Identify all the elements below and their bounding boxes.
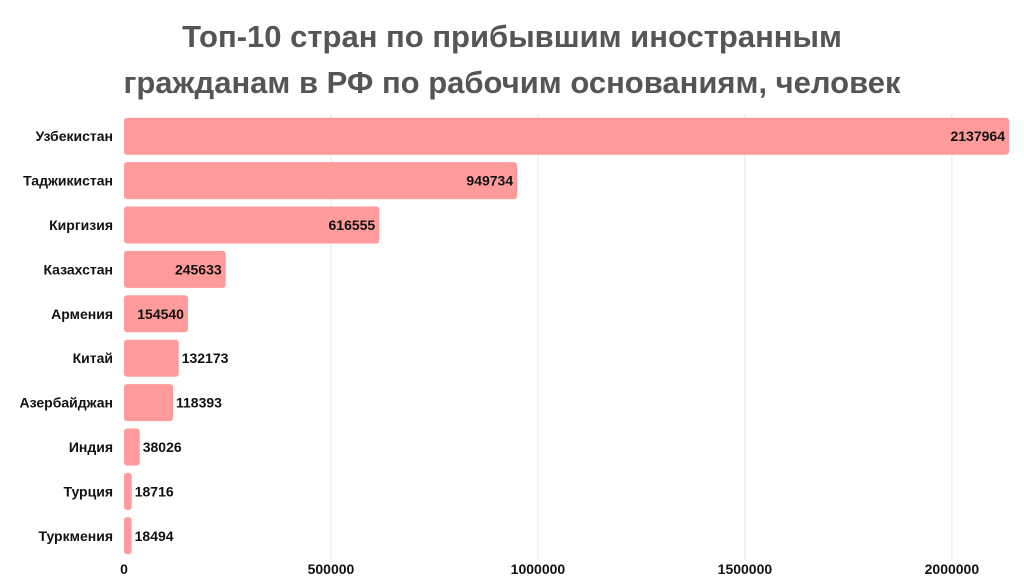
chart-title: Топ-10 стран по прибывшим иностранным гр…: [0, 14, 1024, 106]
category-label: Киргизия: [49, 217, 113, 233]
category-labels: Узбекистан Таджикистан Киргизия Казахстан Ар…: [20, 128, 114, 544]
data-label: 154540: [137, 306, 184, 322]
chart-title-line-2: гражданам в РФ по рабочим основаниям, че…: [123, 65, 901, 100]
data-label: 18494: [135, 528, 174, 544]
category-label: Таджикистан: [23, 173, 113, 189]
data-label: 616555: [329, 217, 376, 233]
data-label: 18716: [135, 483, 174, 499]
category-label: Узбекистан: [35, 128, 113, 144]
data-label: 118393: [176, 395, 222, 411]
bar: [124, 250, 226, 288]
category-label: Туркмения: [38, 528, 113, 544]
x-tick-label: 0: [120, 561, 128, 576]
bar: [124, 117, 1009, 155]
bar: [124, 472, 132, 510]
bar: [124, 206, 380, 244]
data-label: 38026: [143, 439, 182, 455]
category-label: Казахстан: [43, 261, 113, 277]
bar: [124, 517, 132, 555]
data-labels: 2137964 949734 616555 245633 154540 132173 118…: [135, 128, 1006, 544]
chart-title-line-1: Топ-10 стран по прибывшим иностранным: [182, 19, 842, 54]
x-axis-tick-labels: 0 500000 1000000 1500000 2000000: [120, 561, 979, 576]
x-tick-label: 1000000: [511, 561, 566, 576]
bar: [124, 384, 174, 422]
bars: [124, 117, 1009, 555]
bar: [124, 339, 179, 377]
bar: [124, 428, 140, 466]
bar: [124, 162, 518, 200]
x-tick-label: 1500000: [718, 561, 773, 576]
bar: [124, 295, 188, 333]
data-label: 245633: [175, 261, 222, 277]
data-label: 132173: [182, 350, 229, 366]
category-label: Турция: [63, 483, 113, 499]
category-label: Индия: [69, 439, 113, 455]
category-label: Азербайджан: [20, 395, 114, 411]
x-tick-label: 500000: [308, 561, 355, 576]
x-tick-label: 2000000: [925, 561, 980, 576]
data-label: 949734: [466, 173, 513, 189]
category-label: Китай: [73, 350, 113, 366]
data-label: 2137964: [950, 128, 1005, 144]
category-label: Армения: [51, 306, 113, 322]
